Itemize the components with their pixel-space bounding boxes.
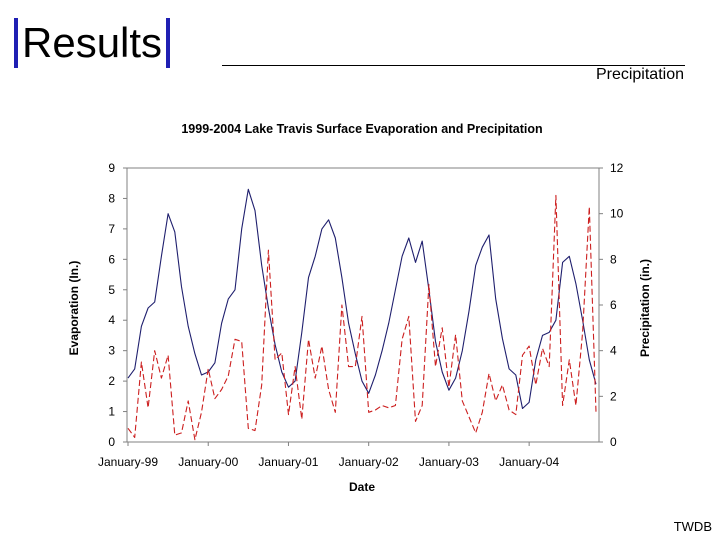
title-accent-bar-right bbox=[166, 18, 171, 68]
y-axis-right-label: Precipitation (in.) bbox=[638, 259, 652, 357]
y-right-tick-label: 12 bbox=[610, 161, 624, 175]
x-tick-label: January-03 bbox=[419, 455, 479, 469]
title-text: Results bbox=[22, 19, 163, 66]
y-left-tick-label: 7 bbox=[108, 222, 115, 236]
y-axis-left-label: Evaporation (In.) bbox=[67, 261, 81, 356]
y-left-tick-label: 6 bbox=[108, 252, 115, 266]
x-tick-label: January-04 bbox=[499, 455, 559, 469]
y-left-tick-label: 0 bbox=[108, 435, 115, 449]
title-rule bbox=[222, 65, 685, 66]
y-left-tick-label: 5 bbox=[108, 283, 115, 297]
y-right-tick-label: 0 bbox=[610, 435, 617, 449]
y-left-tick-label: 3 bbox=[108, 344, 115, 358]
footer-label: TWDB bbox=[673, 519, 712, 534]
chart-title: 1999-2004 Lake Travis Surface Evaporatio… bbox=[181, 122, 542, 136]
y-left-tick-label: 9 bbox=[108, 161, 115, 175]
x-tick-label: January-00 bbox=[178, 455, 238, 469]
y-right-tick-label: 6 bbox=[610, 298, 617, 312]
y-left-tick-label: 2 bbox=[108, 374, 115, 388]
y-left-tick-label: 8 bbox=[108, 191, 115, 205]
x-tick-label: January-99 bbox=[98, 455, 158, 469]
y-left-tick-label: 1 bbox=[108, 405, 115, 419]
x-axis-label: Date bbox=[349, 480, 375, 494]
precipitation-series-line bbox=[127, 194, 597, 441]
y-right-tick-label: 8 bbox=[610, 252, 617, 266]
plot-frame bbox=[126, 167, 600, 443]
y-right-tick-label: 10 bbox=[610, 207, 624, 221]
y-right-tick-label: 2 bbox=[610, 389, 617, 403]
x-tick-label: January-01 bbox=[258, 455, 318, 469]
slide-title: Results bbox=[14, 18, 171, 68]
title-accent-bar-left bbox=[14, 18, 18, 68]
slide-subtitle: Precipitation bbox=[595, 66, 684, 83]
y-left-tick-label: 4 bbox=[108, 313, 115, 327]
evaporation-series-line bbox=[127, 188, 597, 410]
y-right-tick-label: 4 bbox=[610, 344, 617, 358]
x-tick-label: January-02 bbox=[339, 455, 399, 469]
